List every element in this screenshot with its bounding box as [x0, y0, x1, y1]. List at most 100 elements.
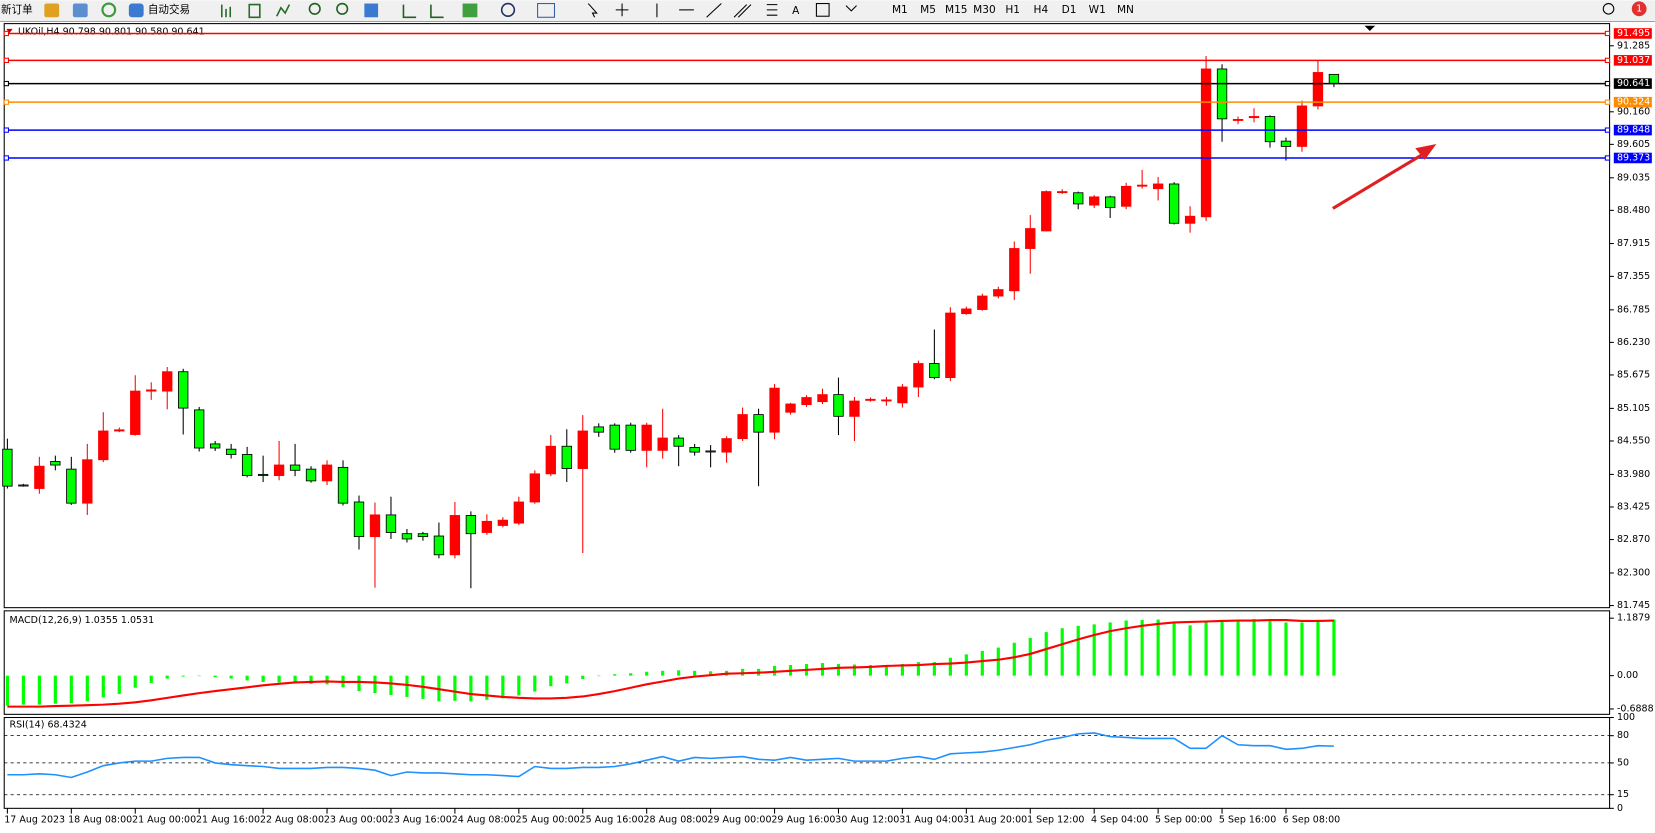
text-tool[interactable]: A — [792, 5, 800, 17]
macd-bar — [868, 665, 873, 676]
arrows-tool[interactable] — [845, 5, 857, 12]
macd-bar — [597, 675, 601, 677]
icon[interactable] — [402, 4, 417, 19]
auto-trade-icon[interactable] — [128, 3, 144, 18]
icon[interactable] — [44, 3, 60, 18]
candle-body — [1264, 116, 1276, 143]
macd-bar — [165, 675, 169, 679]
candle-body — [1009, 248, 1020, 292]
cursor-tool[interactable] — [587, 3, 598, 18]
level-label-bg — [1613, 152, 1652, 164]
candle-body — [433, 535, 445, 556]
x-tick-label: 21 Aug 16:00 — [196, 814, 260, 825]
candle-body — [497, 519, 509, 526]
chart-title: UKOil,H4 90.798 90.801 90.580 90.641 — [18, 27, 205, 38]
timeframe-button[interactable]: MN — [1117, 4, 1134, 16]
y-tick-label: 83.980 — [1617, 469, 1650, 480]
timeframe-button[interactable]: M1 — [892, 4, 908, 16]
candle-body — [1168, 183, 1180, 224]
icon[interactable] — [364, 3, 379, 18]
macd-bar — [485, 675, 489, 700]
candle-body — [194, 409, 205, 449]
icon[interactable] — [101, 2, 117, 18]
icon[interactable] — [248, 3, 261, 19]
candle-body — [465, 515, 477, 535]
timeframe-button[interactable]: M15 — [945, 4, 968, 16]
macd-bar — [197, 675, 201, 677]
candle-body — [721, 438, 732, 453]
macd-bar — [948, 657, 952, 676]
x-tick-label: 23 Aug 16:00 — [388, 814, 452, 825]
icon[interactable] — [500, 2, 516, 18]
candle-body — [1184, 215, 1196, 224]
x-tick-label: 6 Sep 08:00 — [1283, 814, 1340, 825]
notification-badge[interactable] — [1631, 1, 1647, 17]
macd-bar — [677, 670, 681, 676]
candle-body — [913, 363, 924, 388]
timeframe-button[interactable]: H1 — [1005, 4, 1020, 16]
signal-line — [7, 618, 1334, 708]
y-tick-label: 85.105 — [1617, 403, 1650, 414]
chart-tools[interactable] — [221, 3, 291, 19]
channel-tool[interactable] — [733, 4, 752, 18]
level-handle — [1604, 155, 1611, 161]
crosshair-tool[interactable] — [615, 3, 629, 17]
macd-bar — [117, 675, 121, 695]
fibo-tool[interactable] — [766, 4, 778, 16]
macd-title: MACD(12,26,9) 1.0355 1.0531 — [10, 615, 155, 626]
icon[interactable] — [221, 4, 232, 18]
macd-bar — [245, 675, 249, 681]
icon[interactable] — [276, 4, 291, 17]
timeframe-button[interactable]: M30 — [973, 4, 996, 16]
candle-body — [625, 424, 636, 451]
y-tick-label: 91.285 — [1617, 40, 1650, 51]
macd-bar — [277, 675, 281, 683]
candle-body — [849, 400, 860, 417]
macd-bar — [1284, 622, 1288, 676]
candle-body — [209, 443, 221, 449]
macd-bar — [69, 675, 73, 704]
timeframe-button[interactable]: W1 — [1089, 4, 1106, 16]
label-tool[interactable] — [815, 3, 830, 17]
timeframes: M1 M5 M15 M30 H1 H4 D1 W1 MN — [892, 4, 1134, 16]
y-tick-label: 87.355 — [1617, 271, 1650, 282]
timeframe-button[interactable]: D1 — [1062, 4, 1077, 16]
auto-trade-button[interactable]: 自动交易 — [148, 3, 190, 16]
macd-bar — [900, 664, 904, 676]
x-tick-label: 25 Aug 16:00 — [580, 814, 644, 825]
level-handle — [3, 30, 9, 37]
rsi-line — [7, 732, 1334, 779]
timeframe-button[interactable]: M5 — [920, 4, 936, 16]
candle-body — [401, 533, 413, 540]
level-label-bg — [1613, 78, 1652, 89]
macd-bar — [1156, 619, 1160, 676]
candle-body — [321, 464, 333, 482]
search[interactable] — [1602, 3, 1615, 15]
x-tick-label: 17 Aug 2023 — [4, 814, 65, 825]
icon[interactable] — [72, 3, 88, 18]
candle-body — [1136, 184, 1148, 187]
macd-bar — [133, 675, 137, 688]
macd-bar — [1044, 632, 1048, 676]
price-pane — [3, 23, 1611, 609]
y-tick-label: -0.6888 — [1617, 703, 1654, 714]
icon[interactable] — [537, 3, 556, 18]
new-order-button[interactable]: 新订单 — [1, 3, 33, 16]
candle-body — [353, 501, 365, 538]
trendline-tool[interactable] — [706, 3, 722, 18]
candle-body — [817, 394, 828, 403]
x-tick-label: 29 Aug 16:00 — [771, 814, 835, 825]
candle-body — [833, 394, 844, 417]
level-handle — [1604, 57, 1611, 63]
zoom-in[interactable] — [308, 2, 321, 15]
x-tick-label: 4 Sep 04:00 — [1091, 814, 1148, 825]
icon[interactable] — [430, 4, 444, 19]
level-label: 90.324 — [1617, 97, 1650, 108]
zoom-out[interactable] — [336, 2, 349, 15]
icon[interactable] — [462, 3, 478, 18]
y-tick-label: 82.300 — [1617, 567, 1650, 578]
timeframe-button[interactable]: H4 — [1034, 4, 1049, 16]
x-tick-label: 24 Aug 08:00 — [452, 814, 516, 825]
macd-bar — [373, 675, 377, 694]
candle-body — [545, 445, 556, 475]
